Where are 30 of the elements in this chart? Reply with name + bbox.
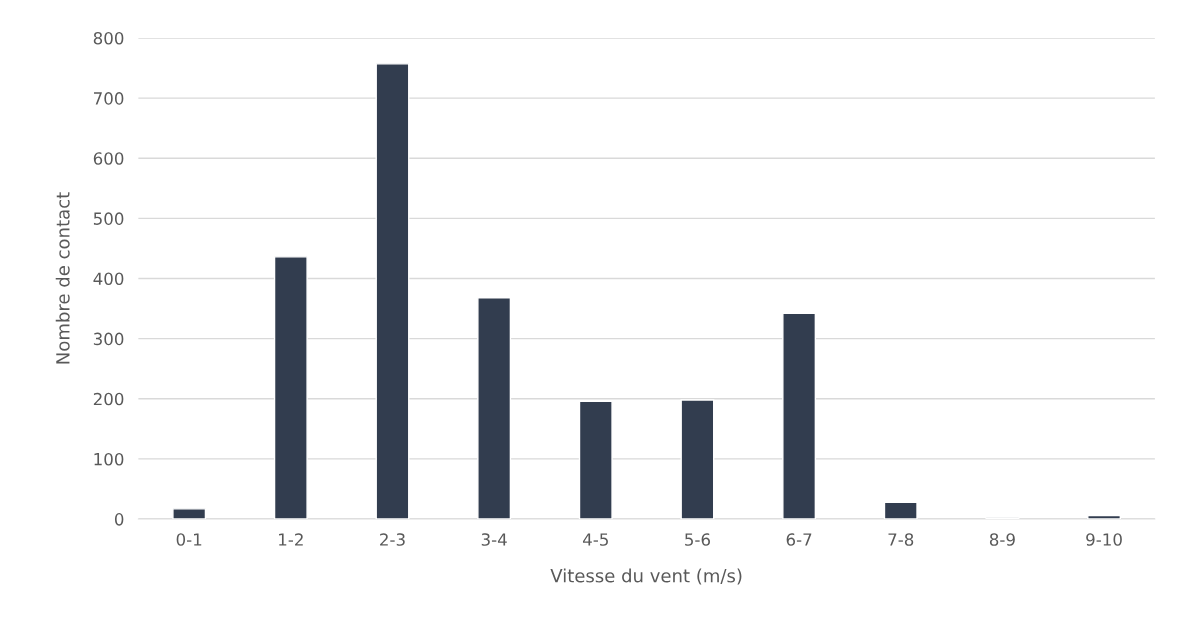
bar — [477, 297, 512, 520]
y-tick-label: 300 — [93, 332, 124, 346]
x-tick-label: 8-9 — [989, 533, 1015, 546]
y-tick-label: 200 — [93, 392, 124, 406]
x-tick-label: 0-1 — [176, 533, 202, 546]
y-tick-label: 800 — [93, 31, 124, 45]
y-tick-label: 100 — [94, 452, 124, 466]
y-tick-label: 500 — [93, 212, 124, 225]
bar — [375, 63, 410, 520]
y-tick-label: 600 — [93, 152, 124, 165]
y-axis-title: Nombre de contact — [55, 192, 70, 364]
bar — [680, 399, 715, 520]
x-tick-label: 1-2 — [279, 533, 303, 546]
x-tick-label: 3-4 — [481, 533, 507, 546]
bar — [883, 501, 918, 520]
bar — [1087, 514, 1122, 520]
x-tick-label: 4-5 — [582, 533, 608, 546]
bar — [172, 508, 207, 520]
y-tick-label: 400 — [93, 272, 124, 286]
bar — [273, 256, 308, 520]
bar — [578, 400, 613, 520]
y-tick-label: 0 — [114, 513, 124, 526]
x-tick-label: 5-6 — [685, 533, 710, 546]
bar — [782, 312, 817, 520]
x-tick-label: 7-8 — [888, 533, 914, 546]
x-tick-label: 2-3 — [380, 533, 405, 546]
x-tick-label: 6-7 — [786, 533, 812, 546]
x-axis-title: Vitesse du vent (m/s) — [550, 568, 742, 585]
y-tick-label: 700 — [94, 92, 124, 105]
x-tick-label: 9-10 — [1086, 533, 1122, 546]
